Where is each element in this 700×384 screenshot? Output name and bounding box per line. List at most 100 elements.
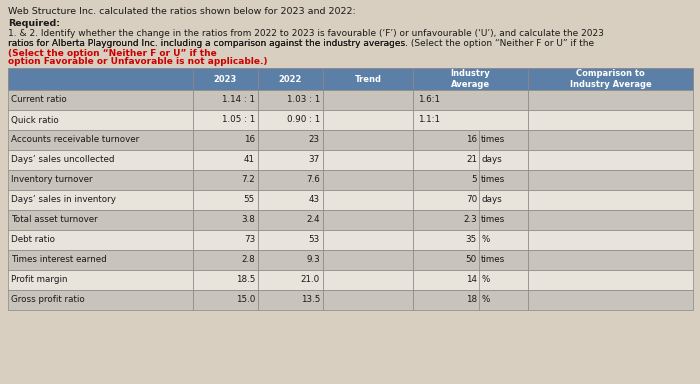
Bar bbox=[413, 290, 528, 310]
Text: 21.0: 21.0 bbox=[301, 275, 320, 285]
Text: ratios for Alberta Playground Inc. including a comparison against the industry a: ratios for Alberta Playground Inc. inclu… bbox=[8, 39, 411, 48]
Bar bbox=[8, 230, 193, 250]
Bar bbox=[323, 130, 413, 150]
Text: 1.05 : 1: 1.05 : 1 bbox=[222, 116, 255, 124]
Text: Days’ sales uncollected: Days’ sales uncollected bbox=[11, 156, 115, 164]
Bar bbox=[8, 250, 193, 270]
Text: 73: 73 bbox=[244, 235, 255, 245]
Bar bbox=[323, 270, 413, 290]
Bar bbox=[323, 90, 413, 110]
Bar bbox=[8, 270, 193, 290]
Text: 15.0: 15.0 bbox=[236, 296, 255, 305]
Bar bbox=[323, 150, 413, 170]
Bar bbox=[258, 110, 323, 130]
Text: 9.3: 9.3 bbox=[307, 255, 320, 265]
Bar bbox=[413, 130, 528, 150]
Bar bbox=[258, 210, 323, 230]
Bar bbox=[8, 68, 193, 90]
Bar bbox=[193, 170, 258, 190]
Bar bbox=[8, 190, 193, 210]
Text: 18.5: 18.5 bbox=[236, 275, 255, 285]
Bar bbox=[413, 190, 528, 210]
Bar bbox=[413, 68, 528, 90]
Bar bbox=[193, 270, 258, 290]
Bar bbox=[323, 110, 413, 130]
Bar bbox=[413, 210, 528, 230]
Text: Quick ratio: Quick ratio bbox=[11, 116, 59, 124]
Text: %: % bbox=[481, 296, 489, 305]
Bar bbox=[413, 150, 528, 170]
Text: Times interest earned: Times interest earned bbox=[11, 255, 106, 265]
Bar bbox=[528, 250, 693, 270]
Text: 1. & 2. Identify whether the change in the ratios from 2022 to 2023 is favourabl: 1. & 2. Identify whether the change in t… bbox=[8, 29, 604, 38]
Bar bbox=[528, 90, 693, 110]
Text: (Select the option “Neither F or U” if the: (Select the option “Neither F or U” if t… bbox=[8, 49, 217, 58]
Bar bbox=[8, 170, 193, 190]
Text: 35: 35 bbox=[466, 235, 477, 245]
Bar bbox=[528, 290, 693, 310]
Text: 7.6: 7.6 bbox=[307, 175, 320, 184]
Text: 7.2: 7.2 bbox=[241, 175, 255, 184]
Text: 16: 16 bbox=[244, 136, 255, 144]
Bar bbox=[258, 90, 323, 110]
Text: Industry
Average: Industry Average bbox=[451, 69, 491, 89]
Text: 2023: 2023 bbox=[214, 74, 237, 83]
Bar bbox=[528, 230, 693, 250]
Text: option Favorable or Unfavorable is not applicable.): option Favorable or Unfavorable is not a… bbox=[8, 57, 267, 66]
Text: 41: 41 bbox=[244, 156, 255, 164]
Text: 23: 23 bbox=[309, 136, 320, 144]
Text: 53: 53 bbox=[309, 235, 320, 245]
Bar bbox=[323, 230, 413, 250]
Bar bbox=[8, 110, 193, 130]
Bar bbox=[258, 190, 323, 210]
Bar bbox=[323, 190, 413, 210]
Bar bbox=[323, 170, 413, 190]
Bar bbox=[193, 150, 258, 170]
Bar bbox=[258, 130, 323, 150]
Text: Profit margin: Profit margin bbox=[11, 275, 67, 285]
Text: 14: 14 bbox=[466, 275, 477, 285]
Bar bbox=[323, 290, 413, 310]
Bar bbox=[323, 68, 413, 90]
Text: times: times bbox=[481, 136, 505, 144]
Text: Days’ sales in inventory: Days’ sales in inventory bbox=[11, 195, 116, 205]
Bar bbox=[8, 290, 193, 310]
Bar bbox=[193, 130, 258, 150]
Text: 16: 16 bbox=[466, 136, 477, 144]
Text: Accounts receivable turnover: Accounts receivable turnover bbox=[11, 136, 139, 144]
Bar bbox=[413, 270, 528, 290]
Text: 2.3: 2.3 bbox=[463, 215, 477, 225]
Text: 50: 50 bbox=[466, 255, 477, 265]
Bar bbox=[323, 250, 413, 270]
Bar bbox=[8, 130, 193, 150]
Bar bbox=[528, 210, 693, 230]
Bar bbox=[528, 110, 693, 130]
Text: 1.1:1: 1.1:1 bbox=[418, 116, 440, 124]
Bar bbox=[258, 250, 323, 270]
Text: Trend: Trend bbox=[354, 74, 382, 83]
Text: Web Structure Inc. calculated the ratios shown below for 2023 and 2022:: Web Structure Inc. calculated the ratios… bbox=[8, 7, 356, 16]
Text: ratios for Alberta Playground Inc. including a comparison against the industry a: ratios for Alberta Playground Inc. inclu… bbox=[8, 39, 594, 48]
Text: 2.8: 2.8 bbox=[241, 255, 255, 265]
Bar bbox=[528, 130, 693, 150]
Bar bbox=[193, 110, 258, 130]
Text: %: % bbox=[481, 275, 489, 285]
Bar bbox=[528, 170, 693, 190]
Text: 13.5: 13.5 bbox=[300, 296, 320, 305]
Bar bbox=[528, 68, 693, 90]
Text: 5: 5 bbox=[471, 175, 477, 184]
Bar bbox=[193, 210, 258, 230]
Bar bbox=[413, 110, 528, 130]
Text: 0.90 : 1: 0.90 : 1 bbox=[287, 116, 320, 124]
Text: times: times bbox=[481, 215, 505, 225]
Text: %: % bbox=[481, 235, 489, 245]
Text: Inventory turnover: Inventory turnover bbox=[11, 175, 92, 184]
Bar bbox=[193, 190, 258, 210]
Bar bbox=[258, 150, 323, 170]
Bar bbox=[193, 250, 258, 270]
Text: 1.03 : 1: 1.03 : 1 bbox=[287, 96, 320, 104]
Bar bbox=[258, 290, 323, 310]
Bar bbox=[528, 270, 693, 290]
Bar bbox=[8, 90, 193, 110]
Text: 2.4: 2.4 bbox=[307, 215, 320, 225]
